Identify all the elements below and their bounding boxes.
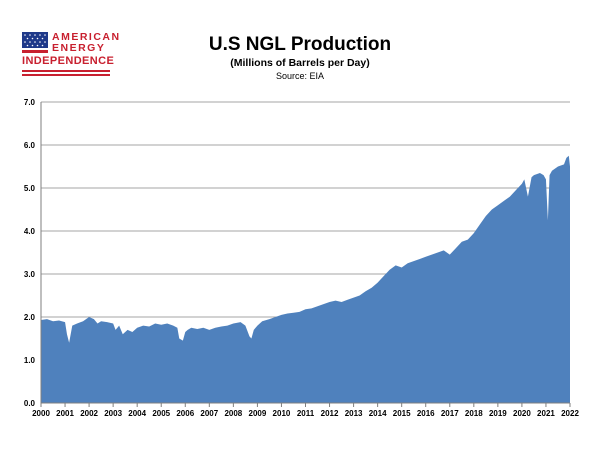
series-area-0 bbox=[41, 155, 570, 403]
x-tick-label-12: 2012 bbox=[321, 409, 339, 418]
logo: AMERICAN ENERGY INDEPENDENCE bbox=[22, 32, 119, 80]
logo-line-energy: ENERGY bbox=[52, 42, 106, 54]
x-tick-label-8: 2008 bbox=[224, 409, 242, 418]
x-tick-label-1: 2001 bbox=[56, 409, 74, 418]
x-tick-label-19: 2019 bbox=[489, 409, 507, 418]
y-axis-ticks: 0.0 1.0 2.0 3.0 4.0 5.0 6.0 7.0 bbox=[24, 98, 36, 408]
x-tick-label-10: 2010 bbox=[273, 409, 291, 418]
x-tick-label-0: 2000 bbox=[32, 409, 50, 418]
y-tick-label-6: 6.0 bbox=[24, 141, 36, 150]
x-tick-label-14: 2014 bbox=[369, 409, 387, 418]
logo-text-top: AMERICAN ENERGY bbox=[52, 32, 121, 54]
x-axis-ticks: 2000 2001 2002 2003 2004 2005 2006 2007 2008 2009… bbox=[32, 403, 579, 418]
x-tick-label-7: 2007 bbox=[200, 409, 218, 418]
chart-source: Source: EIA bbox=[275, 71, 325, 81]
x-tick-label-11: 2011 bbox=[297, 409, 315, 418]
chart-subtitle: (Millions of Barrels per Day) bbox=[230, 57, 370, 69]
logo-line-american: AMERICAN bbox=[52, 31, 121, 43]
x-tick-label-17: 2017 bbox=[441, 409, 459, 418]
x-tick-label-4: 2004 bbox=[128, 409, 146, 418]
american-flag-icon bbox=[22, 32, 48, 53]
x-tick-label-5: 2005 bbox=[152, 409, 170, 418]
logo-rule-bottom bbox=[22, 74, 110, 76]
x-tick-label-21: 2021 bbox=[537, 409, 555, 418]
y-tick-label-5: 5.0 bbox=[24, 184, 36, 193]
logo-line-independence: INDEPENDENCE bbox=[22, 55, 115, 67]
x-tick-label-15: 2015 bbox=[393, 409, 411, 418]
y-tick-label-2: 2.0 bbox=[24, 313, 36, 322]
x-tick-label-16: 2016 bbox=[417, 409, 435, 418]
x-tick-label-22: 2022 bbox=[561, 409, 579, 418]
x-tick-label-20: 2020 bbox=[513, 409, 531, 418]
area-series bbox=[41, 155, 570, 403]
x-tick-label-2: 2002 bbox=[80, 409, 98, 418]
y-tick-label-0: 0.0 bbox=[24, 399, 36, 408]
x-tick-label-6: 2006 bbox=[176, 409, 194, 418]
x-tick-label-13: 2013 bbox=[345, 409, 363, 418]
y-tick-label-3: 3.0 bbox=[24, 270, 36, 279]
chart-title: U.S NGL Production bbox=[208, 34, 392, 55]
x-tick-label-9: 2009 bbox=[249, 409, 267, 418]
logo-rule-top bbox=[22, 70, 110, 72]
y-tick-label-7: 7.0 bbox=[24, 98, 36, 107]
y-tick-label-1: 1.0 bbox=[24, 356, 36, 365]
x-tick-label-18: 2018 bbox=[465, 409, 483, 418]
y-tick-label-4: 4.0 bbox=[24, 227, 36, 236]
x-tick-label-3: 2003 bbox=[104, 409, 122, 418]
